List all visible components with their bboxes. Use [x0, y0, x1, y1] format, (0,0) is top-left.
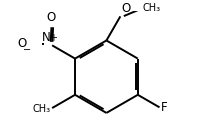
Text: O: O — [122, 2, 131, 15]
Text: O: O — [18, 37, 27, 51]
Text: CH₃: CH₃ — [33, 104, 51, 114]
Text: N: N — [42, 31, 51, 44]
Text: −: − — [23, 45, 31, 55]
Text: O: O — [47, 11, 56, 24]
Text: F: F — [161, 101, 168, 114]
Text: CH₃: CH₃ — [142, 3, 160, 13]
Text: +: + — [49, 33, 57, 43]
